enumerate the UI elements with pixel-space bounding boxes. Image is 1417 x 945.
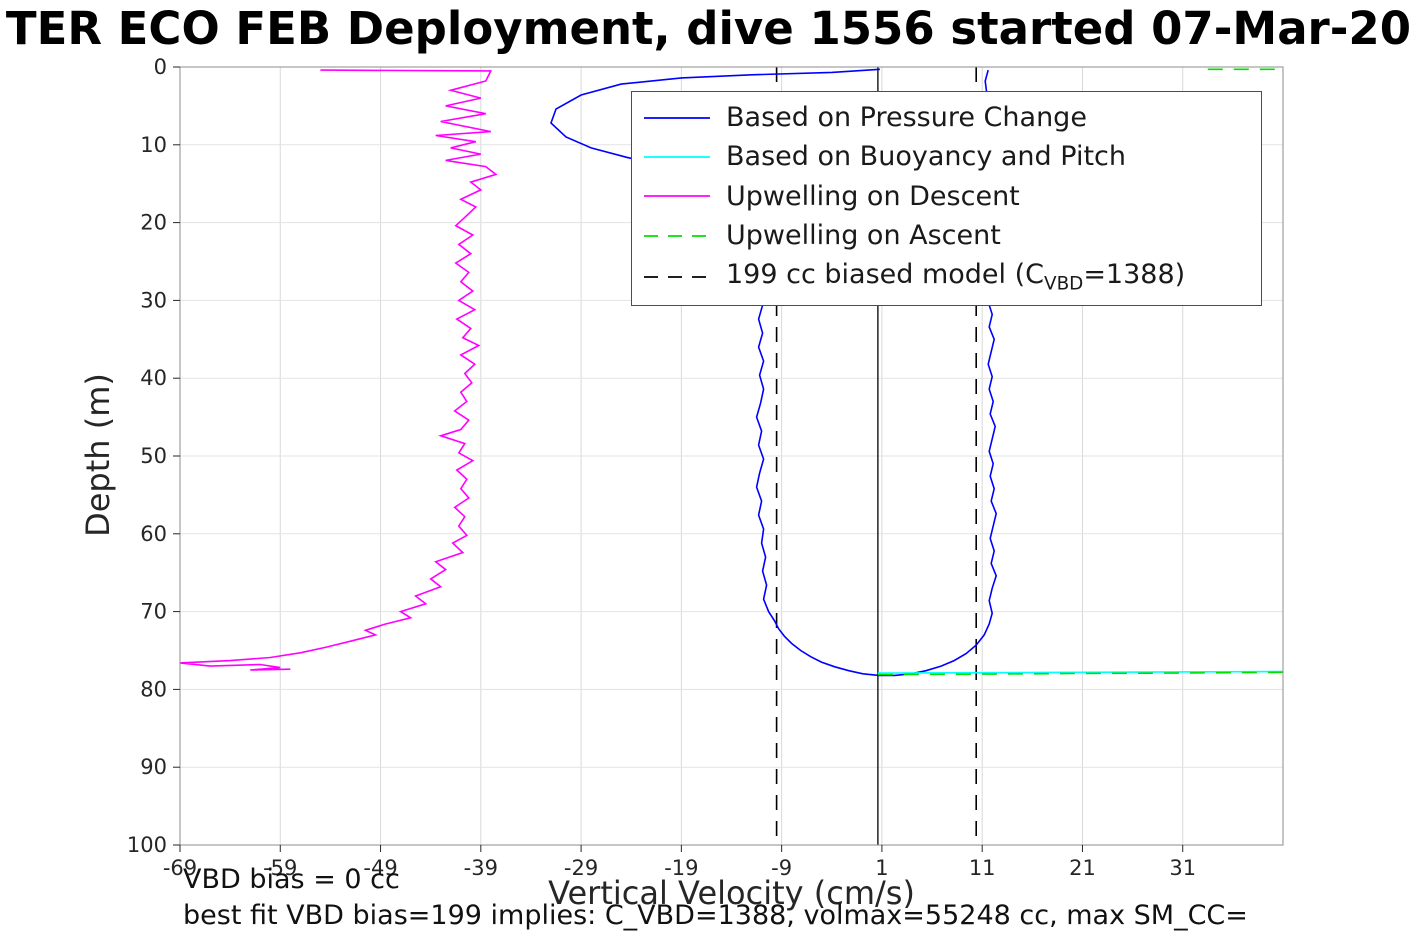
series-buoyancy-pitch: [877, 670, 1284, 674]
x-tick-label: 11: [969, 856, 996, 880]
legend-label: Upwelling on Descent: [726, 180, 1020, 212]
y-tick-label: 30: [140, 288, 167, 312]
x-tick-label: -39: [464, 856, 498, 880]
legend-sample-line: [644, 116, 710, 119]
title-clip: TER ECO FEB Deployment, dive 1556 starte…: [0, 0, 1417, 60]
legend-label: Upwelling on Ascent: [726, 220, 1001, 252]
best-fit-annotation: best fit VBD bias=199 implies: C_VBD=138…: [183, 900, 1248, 931]
legend-entry: Based on Buoyancy and Pitch: [642, 141, 1257, 172]
legend-sample-line: [644, 276, 710, 278]
legend-entry: Upwelling on Ascent: [642, 220, 1257, 251]
legend-label: Based on Buoyancy and Pitch: [726, 141, 1126, 173]
chart-title: TER ECO FEB Deployment, dive 1556 starte…: [5, 2, 1412, 55]
legend-label: 199 cc biased model (CVBD=1388): [726, 259, 1186, 295]
x-tick-label: -69: [163, 856, 197, 880]
legend-sample-line: [644, 156, 710, 158]
y-tick-label: 50: [140, 444, 167, 468]
y-tick-label: 10: [140, 133, 167, 157]
legend-entry: 199 cc biased model (CVBD=1388): [642, 259, 1257, 295]
legend: Based on Pressure Change Based on Buoyanc…: [631, 91, 1262, 306]
y-tick-label: 60: [140, 522, 167, 546]
x-axis-label: Vertical Velocity (cm/s): [548, 874, 915, 912]
legend-entry: Based on Pressure Change: [642, 102, 1257, 133]
legend-label: Based on Pressure Change: [726, 102, 1087, 134]
x-tick-label: -49: [363, 856, 397, 880]
y-tick-label: 20: [140, 211, 167, 235]
y-tick-label: 90: [140, 755, 167, 779]
y-tick-label: 0: [154, 55, 167, 79]
x-tick-label: -9: [771, 856, 792, 880]
series-upwelling-ascent: [877, 671, 1284, 676]
y-tick-label: 80: [140, 677, 167, 701]
legend-entry: Upwelling on Descent: [642, 181, 1257, 212]
x-tick-label: 1: [875, 856, 888, 880]
x-tick-label: -29: [564, 856, 598, 880]
legend-sample-line: [644, 234, 710, 237]
legend-sample-line: [644, 195, 710, 198]
x-tick-label: 21: [1069, 856, 1096, 880]
y-tick-label: 40: [140, 366, 167, 390]
x-tick-label: 31: [1169, 856, 1196, 880]
vbd-bias-annotation: VBD bias = 0 cc: [183, 864, 400, 895]
series-upwelling-descent: [179, 69, 498, 671]
y-tick-label: 70: [140, 600, 167, 624]
x-tick-label: -59: [263, 856, 297, 880]
y-tick-label: 100: [127, 833, 167, 857]
y-axis-label: Depth (m): [79, 373, 117, 537]
x-tick-label: -19: [664, 856, 698, 880]
